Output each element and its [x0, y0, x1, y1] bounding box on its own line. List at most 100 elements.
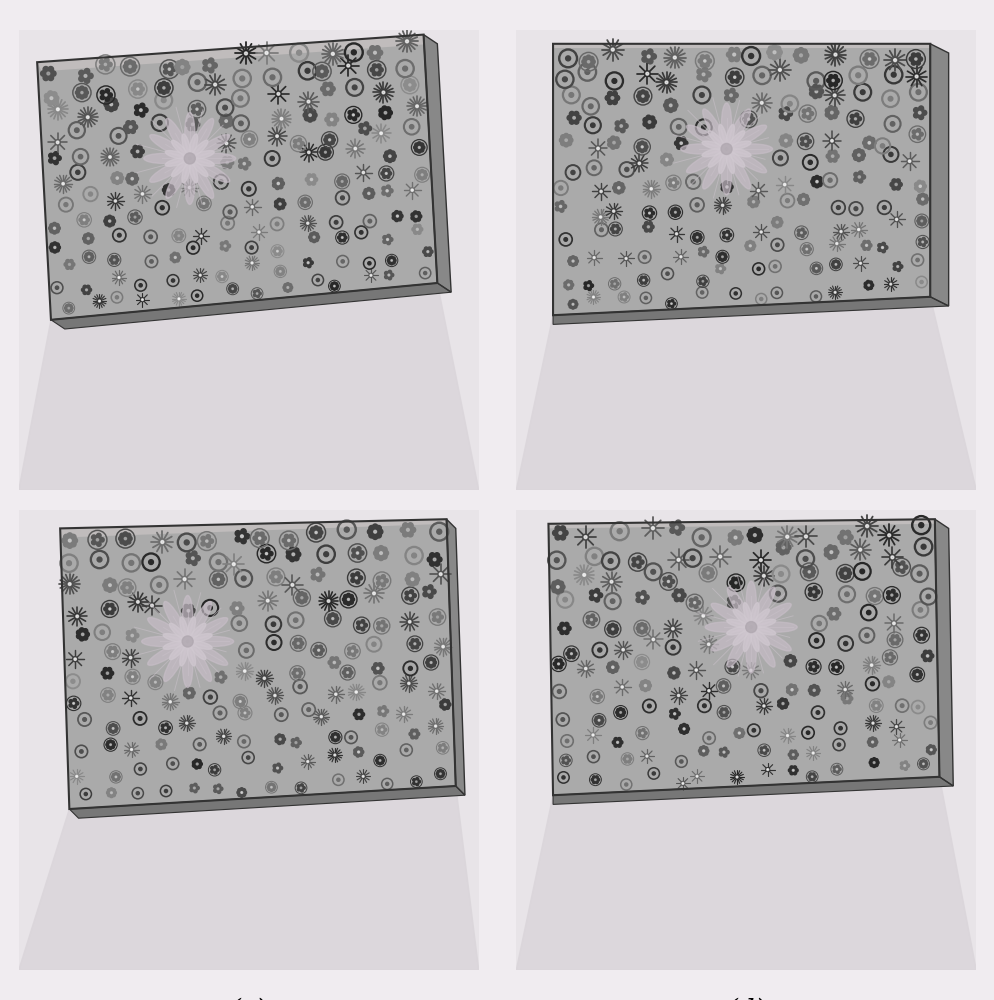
Circle shape: [188, 126, 193, 131]
Circle shape: [132, 672, 136, 675]
Circle shape: [587, 281, 590, 284]
Circle shape: [321, 70, 323, 72]
Circle shape: [123, 582, 127, 586]
Circle shape: [582, 63, 587, 67]
Circle shape: [381, 731, 384, 734]
Circle shape: [220, 679, 224, 683]
Circle shape: [917, 115, 922, 120]
Circle shape: [559, 208, 564, 212]
Circle shape: [866, 610, 870, 615]
Circle shape: [354, 749, 357, 752]
Circle shape: [179, 231, 182, 235]
Circle shape: [66, 266, 70, 269]
Circle shape: [737, 728, 741, 731]
Circle shape: [75, 614, 80, 619]
Circle shape: [382, 186, 386, 191]
Circle shape: [637, 663, 640, 666]
Circle shape: [107, 578, 112, 583]
Circle shape: [616, 529, 621, 534]
Circle shape: [882, 680, 886, 684]
Circle shape: [831, 265, 834, 268]
Circle shape: [837, 535, 843, 540]
Circle shape: [339, 233, 342, 236]
Circle shape: [826, 611, 831, 616]
Circle shape: [917, 630, 920, 634]
Circle shape: [592, 697, 595, 700]
Circle shape: [571, 170, 575, 175]
Circle shape: [893, 638, 896, 642]
Circle shape: [890, 594, 892, 596]
Circle shape: [641, 735, 644, 738]
Circle shape: [376, 757, 379, 760]
Circle shape: [635, 597, 640, 602]
Circle shape: [316, 278, 319, 282]
Circle shape: [915, 90, 919, 94]
Ellipse shape: [147, 618, 184, 640]
Circle shape: [801, 56, 806, 62]
Circle shape: [734, 731, 737, 735]
Circle shape: [297, 143, 299, 145]
Circle shape: [559, 201, 564, 205]
Circle shape: [733, 93, 738, 98]
Circle shape: [918, 633, 922, 637]
Circle shape: [314, 233, 318, 237]
Circle shape: [284, 542, 288, 547]
Circle shape: [827, 554, 832, 559]
Circle shape: [609, 227, 613, 231]
Circle shape: [315, 235, 319, 239]
Circle shape: [203, 66, 208, 71]
Circle shape: [431, 663, 435, 667]
Circle shape: [188, 692, 190, 694]
Circle shape: [327, 90, 333, 96]
Circle shape: [666, 579, 670, 584]
Circle shape: [76, 775, 78, 777]
Circle shape: [831, 611, 836, 616]
Circle shape: [642, 148, 646, 152]
Circle shape: [383, 169, 386, 172]
Circle shape: [216, 573, 221, 577]
Circle shape: [696, 601, 700, 605]
Circle shape: [812, 265, 815, 268]
Circle shape: [774, 224, 778, 228]
Circle shape: [889, 652, 892, 656]
Circle shape: [613, 668, 617, 672]
Circle shape: [278, 116, 284, 121]
Circle shape: [647, 58, 652, 64]
Circle shape: [133, 91, 138, 95]
Circle shape: [727, 182, 731, 186]
Circle shape: [416, 173, 419, 177]
Circle shape: [69, 583, 71, 585]
Circle shape: [379, 760, 381, 761]
Circle shape: [569, 257, 572, 261]
Circle shape: [410, 577, 414, 582]
Circle shape: [670, 303, 672, 304]
Circle shape: [612, 186, 616, 190]
Circle shape: [414, 215, 416, 217]
Circle shape: [783, 549, 788, 554]
Circle shape: [620, 647, 625, 652]
Circle shape: [79, 70, 84, 76]
Circle shape: [920, 110, 925, 115]
Circle shape: [564, 630, 569, 634]
Circle shape: [334, 664, 338, 668]
Circle shape: [707, 572, 709, 574]
Circle shape: [326, 153, 330, 157]
Circle shape: [599, 228, 602, 232]
Circle shape: [747, 536, 753, 541]
Circle shape: [889, 593, 893, 597]
Circle shape: [219, 574, 224, 578]
Circle shape: [670, 305, 673, 308]
Circle shape: [379, 112, 384, 117]
Circle shape: [236, 607, 238, 610]
Circle shape: [307, 181, 311, 185]
Circle shape: [189, 694, 194, 698]
Circle shape: [123, 125, 128, 130]
Circle shape: [806, 574, 810, 578]
Circle shape: [772, 51, 775, 54]
Circle shape: [330, 617, 334, 621]
Circle shape: [130, 121, 135, 126]
Circle shape: [305, 177, 309, 182]
Circle shape: [192, 110, 196, 114]
Circle shape: [192, 560, 197, 565]
Circle shape: [721, 681, 725, 684]
